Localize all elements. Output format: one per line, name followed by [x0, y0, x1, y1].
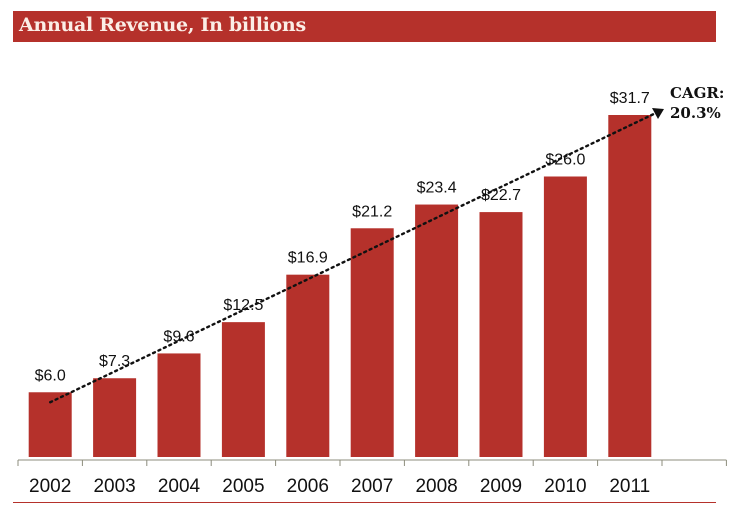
data-label-2005: $12.5	[223, 297, 263, 314]
x-tick-label-2003: 2003	[93, 476, 135, 497]
cagr-annotation: CAGR: 20.3%	[670, 83, 724, 123]
cagr-label: CAGR:	[670, 84, 725, 102]
x-tick-label-2010: 2010	[544, 476, 586, 497]
data-label-2007: $21.2	[352, 203, 392, 220]
bar-2009	[479, 212, 523, 457]
bottom-divider	[13, 502, 716, 503]
cagr-arrowhead-icon	[652, 108, 664, 119]
x-tick-label-2009: 2009	[480, 476, 522, 497]
bar-2008	[415, 204, 459, 457]
x-tick-label-2005: 2005	[222, 476, 264, 497]
x-tick-label-2008: 2008	[415, 476, 457, 497]
data-label-2006: $16.9	[288, 250, 328, 267]
bar-2005	[221, 322, 265, 457]
cagr-value: 20.3%	[670, 104, 721, 122]
bar-2006	[286, 274, 330, 457]
x-tick-label-2007: 2007	[351, 476, 393, 497]
x-tick-label-2002: 2002	[29, 476, 71, 497]
data-label-2002: $6.0	[35, 367, 66, 384]
data-label-2003: $7.3	[99, 353, 130, 370]
bar-2007	[350, 228, 394, 457]
data-label-2010: $26.0	[545, 151, 585, 168]
data-label-2009: $22.7	[481, 187, 521, 204]
data-label-2004: $9.6	[163, 328, 194, 345]
chart-title: Annual Revenue, In billions	[19, 14, 306, 36]
x-tick-label-2006: 2006	[287, 476, 329, 497]
data-label-2008: $23.4	[417, 180, 457, 197]
x-tick-label-2004: 2004	[158, 476, 201, 497]
bar-2003	[93, 378, 137, 457]
bar-2004	[157, 353, 201, 457]
cagr-trend-line	[49, 110, 660, 404]
bar-2010	[543, 176, 587, 457]
bar-2011	[608, 115, 652, 457]
x-tick-label-2011: 2011	[609, 476, 650, 497]
chart-title-bar: Annual Revenue, In billions	[13, 11, 716, 42]
data-label-2011: $31.7	[610, 90, 650, 107]
